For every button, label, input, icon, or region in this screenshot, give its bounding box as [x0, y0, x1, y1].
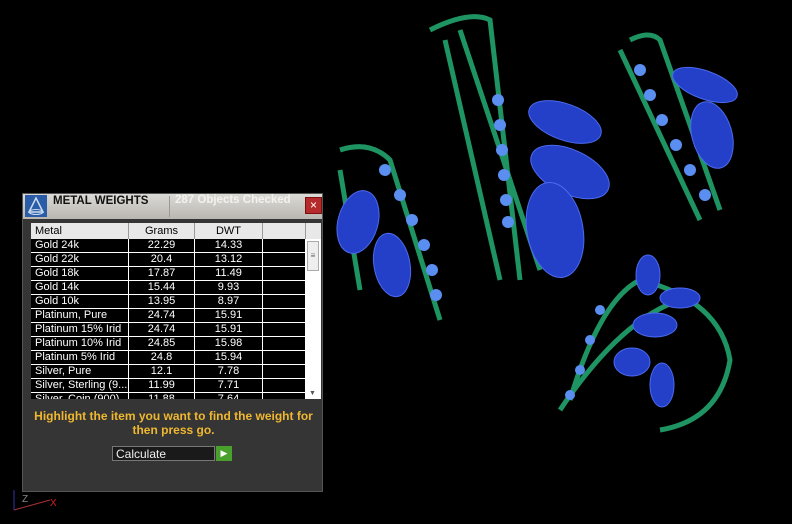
pave-stones — [379, 64, 711, 400]
metal-cell: Gold 24k — [31, 239, 129, 252]
scroll-down-arrow-icon[interactable]: ▼ — [309, 390, 316, 397]
grams-cell: 24.85 — [129, 337, 195, 350]
grams-cell: 13.95 — [129, 295, 195, 308]
grams-cell: 17.87 — [129, 267, 195, 280]
dwt-cell: 9.93 — [195, 281, 263, 294]
column-header-metal[interactable]: Metal — [31, 223, 129, 239]
blank-cell — [263, 253, 306, 266]
blank-cell — [263, 323, 306, 336]
dwt-cell: 8.97 — [195, 295, 263, 308]
grams-cell: 11.88 — [129, 393, 195, 399]
metal-cell: Platinum 10% Irid — [31, 337, 129, 350]
metal-cell: Gold 10k — [31, 295, 129, 308]
dialog-title-bar[interactable]: METAL WEIGHTS 287 Objects Checked × — [23, 194, 322, 219]
grams-cell: 11.99 — [129, 379, 195, 392]
cone-logo-icon — [25, 195, 47, 217]
dwt-cell: 15.91 — [195, 309, 263, 322]
blank-cell — [263, 281, 306, 294]
table-row[interactable]: Platinum 15% Irid 24.74 15.91 — [31, 323, 321, 337]
x-axis-label: X — [50, 498, 57, 509]
blank-cell — [263, 267, 306, 280]
dwt-cell: 13.12 — [195, 253, 263, 266]
metal-cell: Silver, Sterling (9... — [31, 379, 129, 392]
metal-cell: Gold 18k — [31, 267, 129, 280]
scrollbar-thumb[interactable]: ≡ — [307, 241, 319, 271]
table-row[interactable]: Platinum, Pure 24.74 15.91 — [31, 309, 321, 323]
column-header-blank[interactable] — [263, 223, 306, 239]
metal-weights-dialog: METAL WEIGHTS 287 Objects Checked × Meta… — [22, 193, 323, 492]
blank-cell — [263, 365, 306, 378]
grams-cell: 24.8 — [129, 351, 195, 364]
metal-cell: Platinum 15% Irid — [31, 323, 129, 336]
title-divider — [169, 196, 170, 217]
dwt-cell: 7.71 — [195, 379, 263, 392]
blank-cell — [263, 309, 306, 322]
table-row[interactable]: Silver, Sterling (9... 11.99 7.71 — [31, 379, 321, 393]
grams-cell: 12.1 — [129, 365, 195, 378]
table-row[interactable]: Platinum 10% Irid 24.85 15.98 — [31, 337, 321, 351]
axis-gizmo: Z X — [13, 490, 57, 511]
dialog-title: METAL WEIGHTS — [53, 195, 149, 207]
metal-cell: Silver, Pure — [31, 365, 129, 378]
table-row[interactable]: Gold 24k 22.29 14.33 — [31, 239, 321, 253]
table-scrollbar[interactable]: ≡ ▼ — [306, 239, 321, 399]
metal-cell: Platinum, Pure — [31, 309, 129, 322]
z-axis-label: Z — [22, 494, 28, 505]
metal-cell: Gold 14k — [31, 281, 129, 294]
action-select[interactable]: Calculate — [112, 446, 215, 461]
blank-cell — [263, 337, 306, 350]
table-row[interactable]: Gold 10k 13.95 8.97 — [31, 295, 321, 309]
table-row[interactable]: Platinum 5% Irid 24.8 15.94 — [31, 351, 321, 365]
blank-cell — [263, 239, 306, 252]
grams-cell: 20.4 — [129, 253, 195, 266]
dwt-cell: 14.33 — [195, 239, 263, 252]
dwt-cell: 15.94 — [195, 351, 263, 364]
dwt-cell: 15.91 — [195, 323, 263, 336]
table-row[interactable]: Gold 22k 20.4 13.12 — [31, 253, 321, 267]
dwt-cell: 11.49 — [195, 267, 263, 280]
play-arrow-icon: ▶ — [220, 448, 228, 458]
table-row[interactable]: Gold 14k 15.44 9.93 — [31, 281, 321, 295]
metal-weights-table: Metal Grams DWT Gold 24k 22.29 14.33 Gold 2… — [31, 223, 321, 399]
column-header-grams[interactable]: Grams — [129, 223, 195, 239]
grams-cell: 22.29 — [129, 239, 195, 252]
table-header: Metal Grams DWT — [31, 223, 321, 239]
gemstones — [336, 66, 738, 408]
blank-cell — [263, 379, 306, 392]
dwt-cell: 7.78 — [195, 365, 263, 378]
close-button[interactable]: × — [305, 197, 322, 214]
grams-cell: 24.74 — [129, 309, 195, 322]
column-header-dwt[interactable]: DWT — [195, 223, 263, 239]
grams-cell: 15.44 — [129, 281, 195, 294]
dwt-cell: 7.64 — [195, 393, 263, 399]
metal-cell: Platinum 5% Irid — [31, 351, 129, 364]
metal-cell: Silver, Coin (900) — [31, 393, 129, 399]
table-row[interactable]: Silver, Coin (900) 11.88 7.64 — [31, 393, 321, 399]
grams-cell: 24.74 — [129, 323, 195, 336]
blank-cell — [263, 393, 306, 399]
objects-checked-label: 287 Objects Checked — [175, 194, 291, 206]
blank-cell — [263, 351, 306, 364]
table-row[interactable]: Gold 18k 17.87 11.49 — [31, 267, 321, 281]
go-button[interactable]: ▶ — [216, 446, 232, 461]
dwt-cell: 15.98 — [195, 337, 263, 350]
blank-cell — [263, 295, 306, 308]
table-row[interactable]: Silver, Pure 12.1 7.78 — [31, 365, 321, 379]
metal-cell: Gold 22k — [31, 253, 129, 266]
instruction-text: Highlight the item you want to find the … — [34, 409, 313, 437]
